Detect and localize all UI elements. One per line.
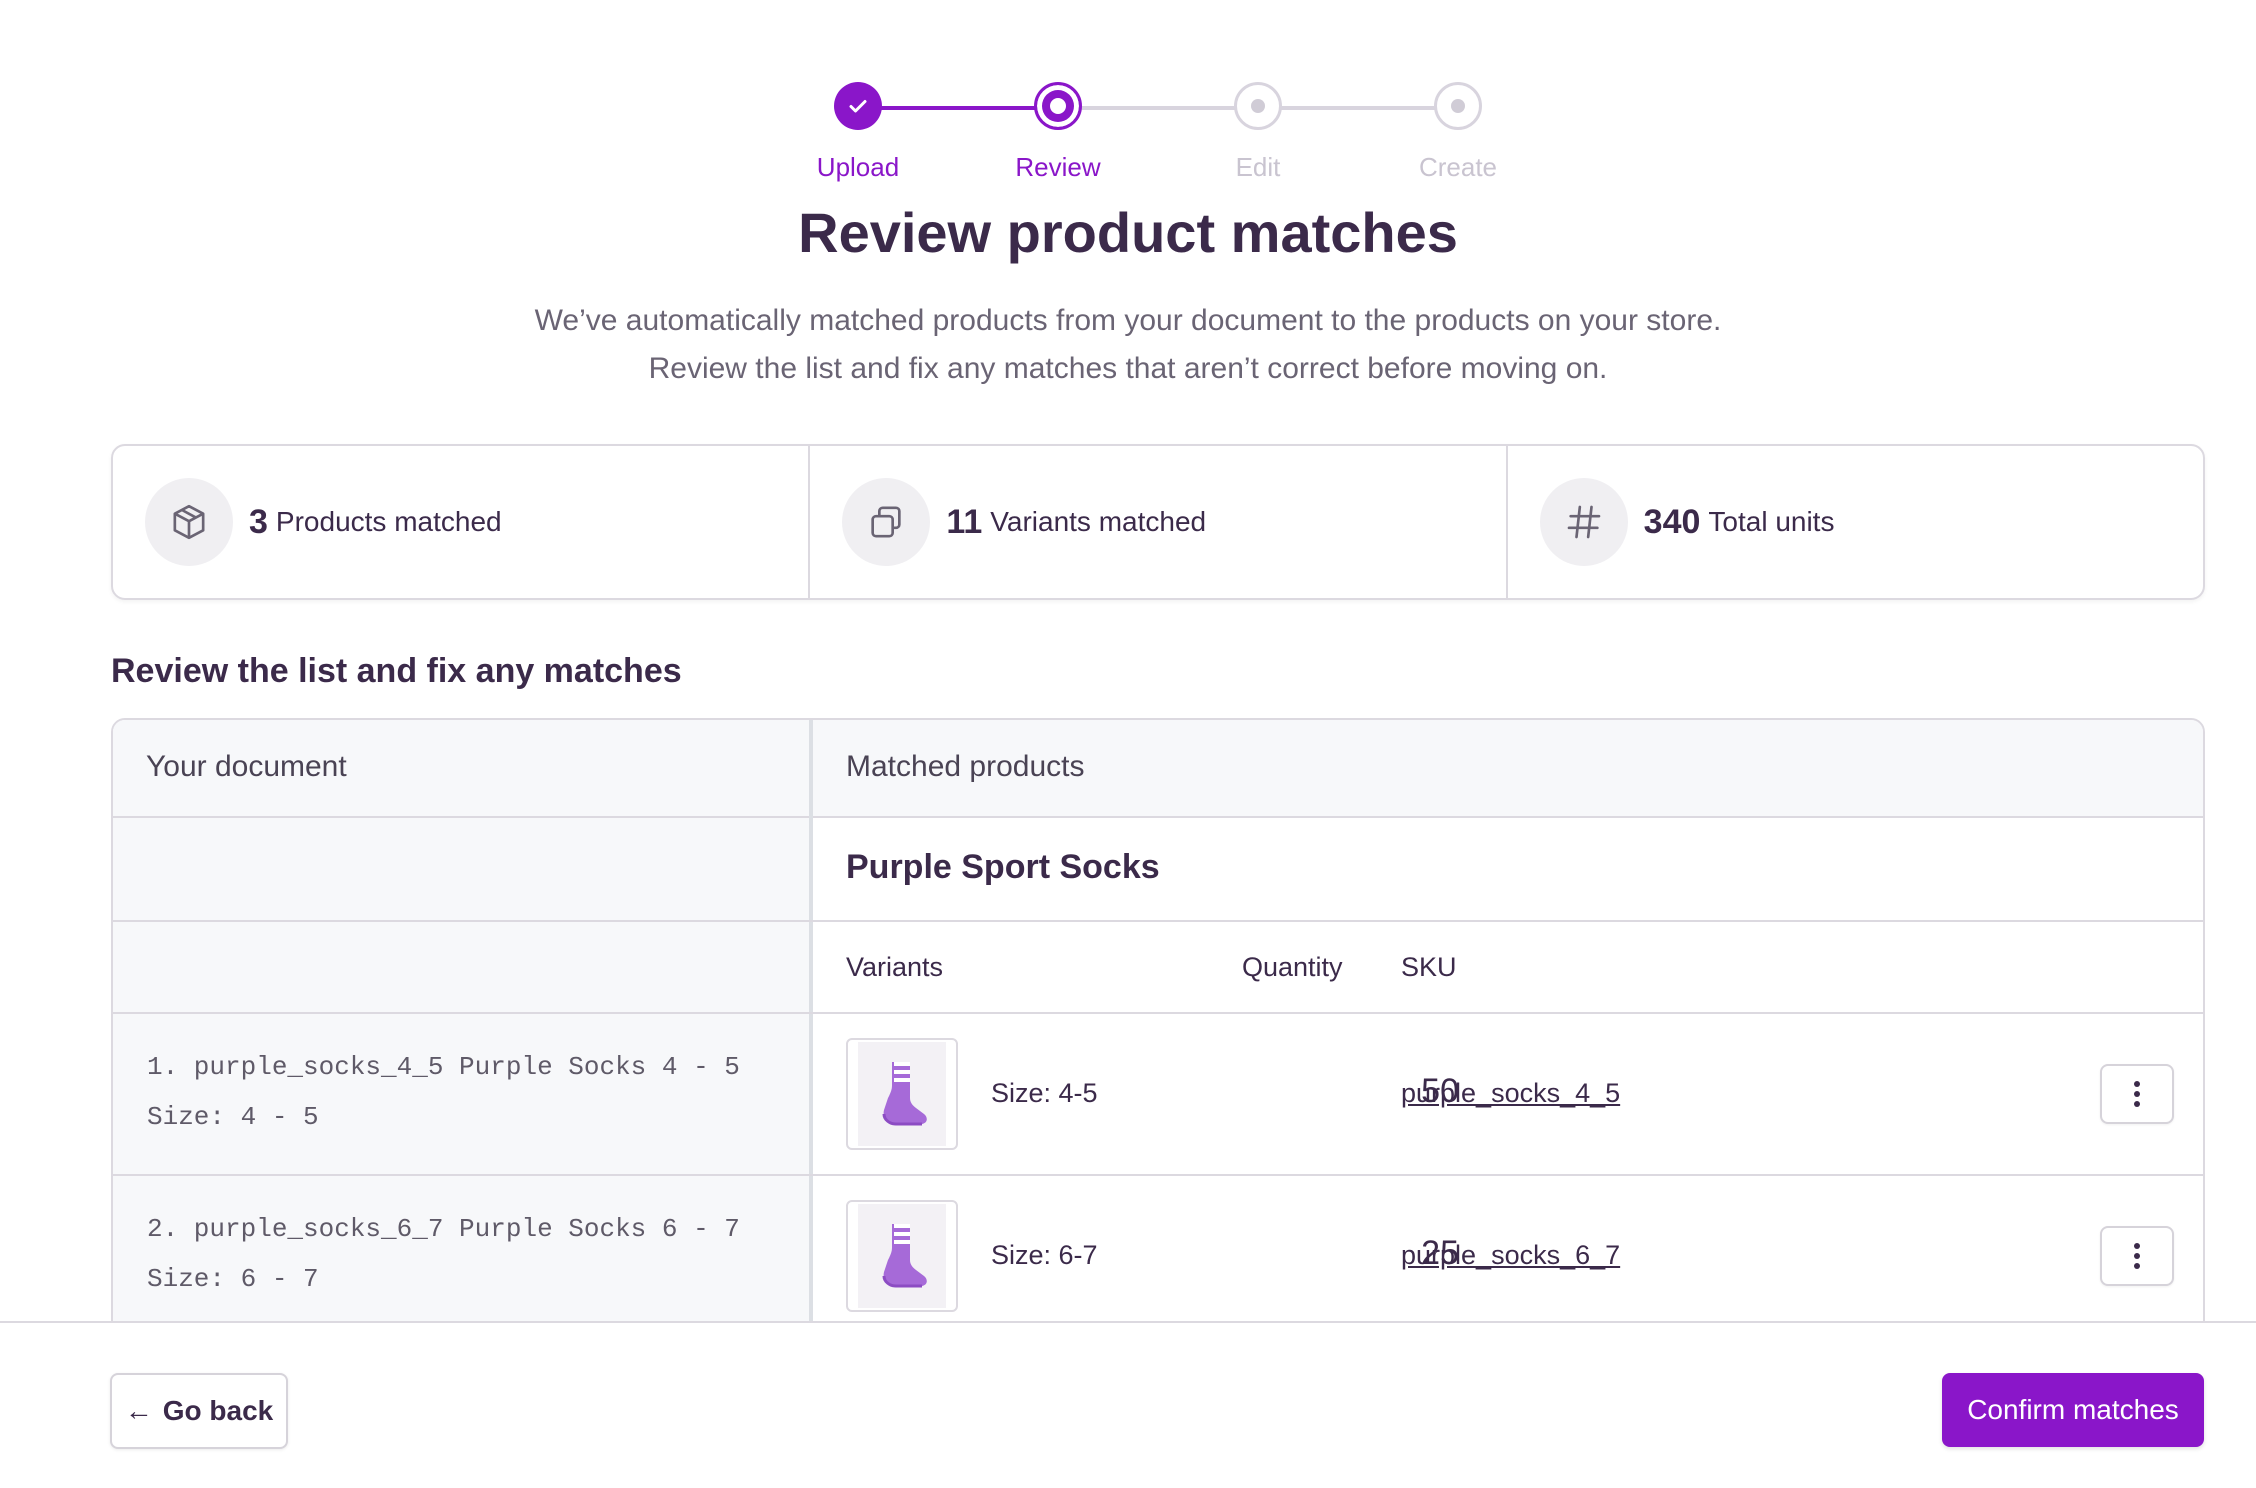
- col-header-matched: Matched products: [846, 750, 1085, 783]
- variant-size: Size: 6-7: [991, 1240, 1098, 1270]
- sub-header-quantity: Quantity: [1242, 952, 1343, 982]
- hash-icon: [1539, 478, 1628, 566]
- variant-size: Size: 4-5: [991, 1078, 1098, 1108]
- product-thumbnail: [846, 1038, 958, 1150]
- sock-icon: [882, 1224, 927, 1288]
- more-vertical-icon: [2134, 1243, 2140, 1269]
- stat-total-units: 340 Total units: [1508, 446, 2203, 598]
- doc-line-title: 2. purple_socks_6_7 Purple Socks 6 - 7: [147, 1214, 740, 1244]
- go-back-button[interactable]: ← Go back: [110, 1373, 288, 1449]
- box-icon: [145, 478, 233, 566]
- page-title: Review product matches: [798, 201, 1458, 264]
- variant-quantity: 25: [1421, 1234, 1459, 1272]
- section-title: Review the list and fix any matches: [111, 652, 682, 690]
- row-menu-button[interactable]: [2100, 1226, 2174, 1286]
- stat-units-value: 340: [1643, 502, 1701, 541]
- stat-products-label: Products matched: [275, 506, 502, 537]
- progress-stepper: Upload Review Edit Create: [0, 40, 2256, 182]
- matches-table: Your document Matched products Purple Sp…: [111, 718, 2205, 1340]
- copy-icon: [842, 478, 931, 566]
- sub-header-sku: SKU: [1401, 952, 1457, 982]
- more-vertical-icon: [2134, 1081, 2140, 1107]
- step-label-create: Create: [1418, 152, 1498, 182]
- stat-units-label: Total units: [1708, 506, 1835, 537]
- step-label-upload: Upload: [816, 152, 900, 182]
- footer-bar: ← Go back Confirm matches: [0, 1321, 2256, 1488]
- go-back-label: Go back: [162, 1395, 274, 1426]
- stat-variants-label: Variants matched: [990, 506, 1207, 537]
- product-thumbnail: [846, 1200, 958, 1312]
- product-group-row: [113, 818, 2203, 922]
- sub-header-variants: Variants: [846, 952, 944, 982]
- table-row: 1. purple_socks_4_5 Purple Socks 4 - 5 S…: [113, 1014, 2203, 1176]
- page-subtitle-line2: Review the list and fix any matches that…: [648, 352, 1608, 385]
- step-edit-dot: [1234, 82, 1282, 130]
- row-menu-button[interactable]: [2100, 1064, 2174, 1124]
- doc-line-title: 1. purple_socks_4_5 Purple Socks 4 - 5: [147, 1052, 740, 1082]
- variant-header-row: Variants Quantity SKU: [113, 922, 2203, 1014]
- doc-line-size: Size: 6 - 7: [147, 1264, 319, 1294]
- table-row: 2. purple_socks_6_7 Purple Socks 6 - 7 S…: [113, 1176, 2203, 1338]
- col-header-document: Your document: [146, 750, 347, 783]
- stat-variants-matched: 11 Variants matched: [810, 446, 1508, 598]
- match-summary: 3 Products matched 11 Variants matched 3…: [111, 444, 2205, 600]
- confirm-matches-button[interactable]: Confirm matches: [1942, 1373, 2204, 1447]
- variant-sku-link[interactable]: purple_socks_6_7: [1401, 1240, 1621, 1270]
- step-label-review: Review: [1015, 152, 1101, 182]
- step-upload-check-icon: [834, 82, 882, 130]
- doc-line-size: Size: 4 - 5: [147, 1102, 319, 1132]
- page-subtitle-line1: We’ve automatically matched products fro…: [534, 304, 1722, 337]
- product-name: Purple Sport Socks: [846, 848, 1160, 886]
- header-divider: [113, 720, 813, 818]
- step-label-edit: Edit: [1235, 152, 1281, 182]
- arrow-left-icon: ←: [124, 1395, 153, 1426]
- stat-products-value: 3: [249, 502, 268, 541]
- sock-icon: [882, 1062, 927, 1126]
- variant-quantity: 50: [1421, 1072, 1459, 1110]
- step-create-dot: [1434, 82, 1482, 130]
- variant-sku-link[interactable]: purple_socks_4_5: [1401, 1078, 1621, 1108]
- stat-products-matched: 3 Products matched: [113, 446, 811, 598]
- table-header-row: Your document Matched products: [113, 720, 2203, 818]
- document-column: [113, 720, 813, 1338]
- stat-variants-value: 11: [946, 502, 983, 541]
- step-review-dot: [1034, 82, 1082, 130]
- stepper-line-done: [858, 106, 1058, 110]
